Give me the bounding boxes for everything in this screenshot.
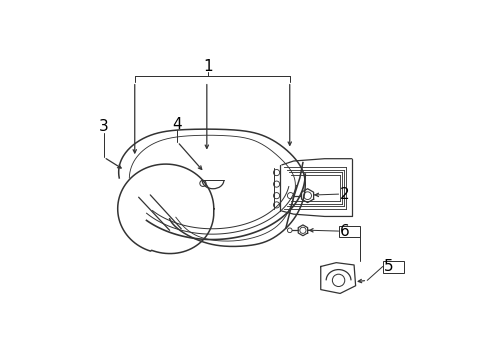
Text: 5: 5 xyxy=(384,259,393,274)
Bar xyxy=(382,261,404,273)
Text: 4: 4 xyxy=(172,117,182,131)
Text: 1: 1 xyxy=(203,59,213,74)
Text: 2: 2 xyxy=(340,186,349,202)
Bar xyxy=(338,226,360,237)
Text: 6: 6 xyxy=(340,224,349,239)
Text: 3: 3 xyxy=(99,119,108,134)
